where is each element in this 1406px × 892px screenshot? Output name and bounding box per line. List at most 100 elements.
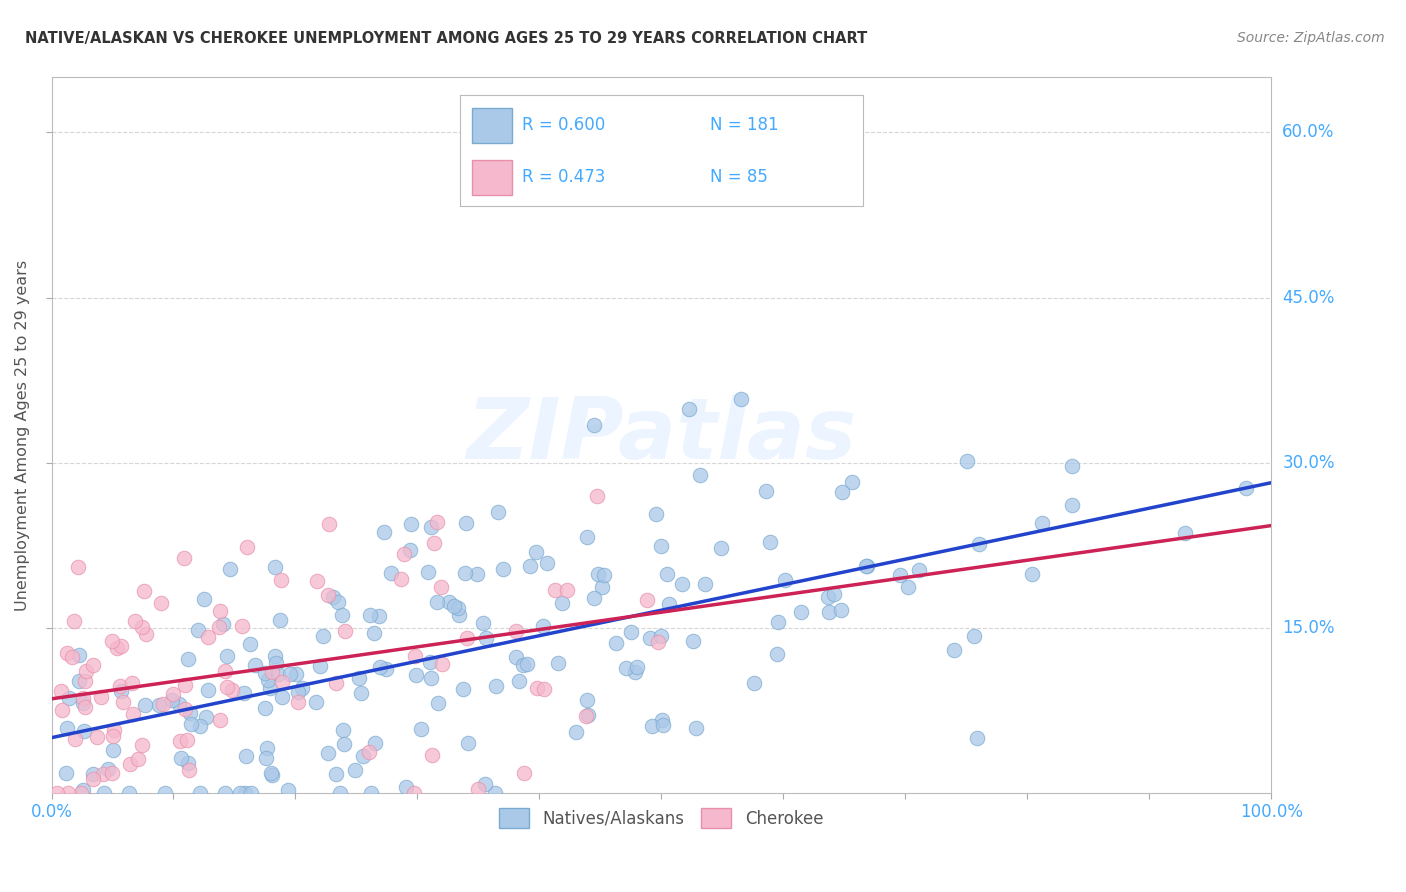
Point [512, 657, 534, 672]
Point [73, 700, 96, 714]
Point [485, 680, 508, 694]
Point [456, 516, 478, 530]
Point [231, 619, 253, 633]
Point [262, 768, 284, 782]
Point [423, 535, 446, 549]
Point [105, 641, 128, 656]
Point [111, 695, 134, 709]
Point [650, 629, 672, 643]
Point [118, 756, 141, 771]
Point [131, 620, 153, 634]
Point [110, 639, 132, 653]
Point [65, 732, 87, 747]
Point [260, 766, 283, 780]
Point [524, 545, 547, 559]
Point [420, 671, 443, 685]
Point [215, 648, 238, 663]
Point [291, 681, 314, 696]
Point [170, 750, 193, 764]
Point [447, 607, 470, 622]
Point [492, 562, 515, 576]
Point [49, 684, 72, 698]
Point [93, 766, 115, 780]
Point [307, 574, 329, 589]
Point [404, 649, 426, 664]
Point [516, 657, 538, 671]
Point [277, 782, 299, 797]
Point [160, 693, 183, 707]
Point [526, 681, 548, 695]
Point [97, 762, 120, 776]
Point [101, 743, 124, 757]
Point [1174, 526, 1197, 541]
Point [505, 650, 527, 665]
Point [56, 646, 79, 660]
Point [742, 676, 765, 690]
Point [855, 559, 877, 574]
Point [103, 723, 125, 737]
Point [179, 706, 201, 720]
Point [173, 702, 195, 716]
Point [270, 573, 292, 587]
Point [269, 613, 291, 627]
Point [605, 636, 627, 650]
Point [82, 767, 104, 781]
Point [262, 665, 284, 679]
Point [176, 732, 198, 747]
Point [544, 583, 567, 598]
Point [565, 724, 588, 739]
Point [420, 747, 443, 762]
Point [363, 626, 385, 640]
Point [536, 557, 558, 571]
Point [710, 541, 733, 556]
Point [624, 665, 647, 679]
Point [72, 782, 94, 797]
Point [270, 674, 292, 689]
Point [465, 567, 488, 582]
Point [1062, 459, 1084, 474]
Point [841, 475, 863, 489]
Point [176, 652, 198, 666]
Point [245, 658, 267, 673]
Point [405, 667, 427, 681]
Point [86, 730, 108, 744]
Point [153, 786, 176, 800]
Point [239, 786, 262, 800]
Point [586, 567, 609, 582]
Point [75, 673, 97, 688]
Point [236, 540, 259, 554]
Point [447, 600, 470, 615]
Point [347, 671, 370, 685]
Point [475, 631, 498, 645]
Point [789, 605, 811, 619]
Point [419, 519, 441, 533]
Point [897, 580, 920, 594]
Point [638, 631, 661, 645]
Point [942, 642, 965, 657]
Point [374, 662, 396, 676]
Point [1031, 516, 1053, 531]
Point [134, 698, 156, 713]
Point [1062, 498, 1084, 512]
Point [682, 634, 704, 648]
Point [219, 562, 242, 576]
Point [671, 577, 693, 591]
Point [678, 402, 700, 417]
Point [208, 620, 231, 634]
Point [194, 710, 217, 724]
Point [287, 695, 309, 709]
Point [67, 648, 90, 663]
Point [233, 786, 256, 800]
Point [454, 566, 477, 580]
Point [474, 777, 496, 791]
Point [58, 690, 80, 705]
Point [214, 664, 236, 678]
Point [187, 623, 209, 637]
Point [401, 516, 423, 531]
Text: Source: ZipAtlas.com: Source: ZipAtlas.com [1237, 31, 1385, 45]
Point [641, 719, 664, 733]
Point [419, 655, 441, 669]
Point [329, 786, 352, 800]
Point [626, 660, 648, 674]
Point [426, 595, 449, 609]
